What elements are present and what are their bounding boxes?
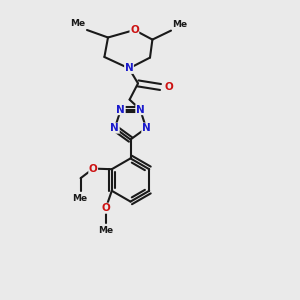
Text: Me: Me (72, 194, 88, 203)
Text: Me: Me (70, 20, 86, 28)
Text: O: O (130, 25, 139, 35)
Text: N: N (142, 123, 151, 133)
Text: N: N (116, 105, 125, 115)
Text: O: O (164, 82, 173, 92)
Text: Me: Me (172, 20, 188, 29)
Text: Me: Me (98, 226, 113, 235)
Text: O: O (101, 203, 110, 213)
Text: O: O (89, 164, 98, 174)
Text: N: N (136, 105, 145, 115)
Text: N: N (110, 123, 119, 133)
Text: N: N (124, 63, 134, 74)
